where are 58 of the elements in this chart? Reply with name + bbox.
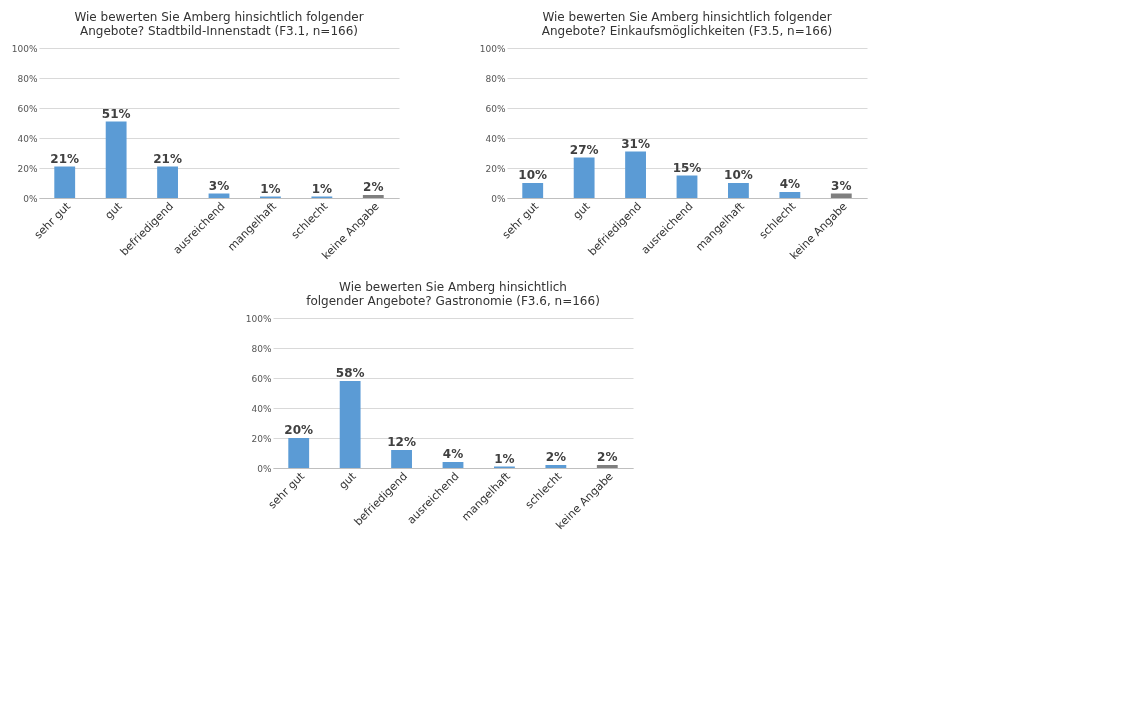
data-label: 4%: [779, 177, 801, 191]
data-label: 3%: [831, 178, 852, 193]
data-label: 20%: [284, 423, 314, 437]
y-tick-label: 60%: [485, 103, 506, 114]
y-tick-label: 20%: [17, 163, 38, 174]
bar: [625, 151, 646, 198]
data-label: 10%: [518, 168, 548, 182]
bar: [545, 465, 567, 468]
data-label: 2%: [597, 450, 618, 464]
data-label: 3%: [208, 178, 230, 193]
data-label: 31%: [621, 136, 650, 151]
y-tick-label: 0%: [23, 193, 38, 204]
data-label: 21%: [153, 151, 182, 166]
bar: [288, 438, 310, 468]
data-label: 2%: [545, 450, 567, 464]
bar: [522, 183, 544, 198]
bar: [157, 166, 178, 198]
data-label: 4%: [442, 447, 464, 461]
y-tick-label: 60%: [17, 103, 38, 114]
data-label: 15%: [672, 160, 702, 175]
data-label: 58%: [335, 366, 365, 380]
bar: [54, 166, 76, 198]
bar: [728, 183, 749, 198]
y-tick-label: 40%: [17, 133, 38, 144]
bar: [391, 450, 412, 468]
data-label: 2%: [363, 180, 384, 194]
y-tick-label: 100%: [479, 43, 506, 54]
y-tick-label: 80%: [485, 73, 506, 84]
y-tick-label: 60%: [251, 373, 272, 384]
bar: [676, 175, 698, 198]
chart-title: Wie bewerten Sie Amberg hinsichtlich folgender Angebote? Einkaufsmöglichkeiten (F3.5, n=166): [541, 10, 833, 38]
bar: [442, 462, 464, 468]
bar: [105, 121, 127, 198]
data-label: 12%: [387, 435, 416, 449]
data-label: 27%: [569, 142, 599, 157]
data-label: 51%: [101, 106, 131, 121]
bar: [339, 381, 361, 468]
y-tick-label: 100%: [245, 313, 272, 324]
data-label: 21%: [50, 151, 80, 166]
chart-title: Wie bewerten Sie Amberg hinsichtlich folgender Angebote? Gastronomie (F3.6, n=166): [306, 280, 600, 308]
y-tick-label: 20%: [251, 433, 272, 444]
y-tick-label: 80%: [251, 343, 272, 354]
y-tick-label: 20%: [485, 163, 506, 174]
y-tick-label: 100%: [11, 43, 38, 54]
data-label: 1%: [494, 451, 515, 466]
y-tick-label: 40%: [251, 403, 272, 414]
y-tick-label: 0%: [257, 463, 272, 474]
bar: [779, 192, 801, 198]
data-label: 10%: [724, 168, 753, 182]
bar: [596, 465, 618, 468]
data-label: 1%: [260, 181, 281, 196]
y-tick-label: 0%: [491, 193, 506, 204]
bar: [362, 195, 384, 198]
chart-title: Wie bewerten Sie Amberg hinsichtlich folgender Angebote? Stadtbild-Innenstadt (F3.1, n=166): [74, 10, 364, 38]
bar: [573, 157, 595, 198]
y-tick-label: 40%: [485, 133, 506, 144]
y-tick-label: 80%: [17, 73, 38, 84]
data-label: 1%: [311, 181, 333, 196]
